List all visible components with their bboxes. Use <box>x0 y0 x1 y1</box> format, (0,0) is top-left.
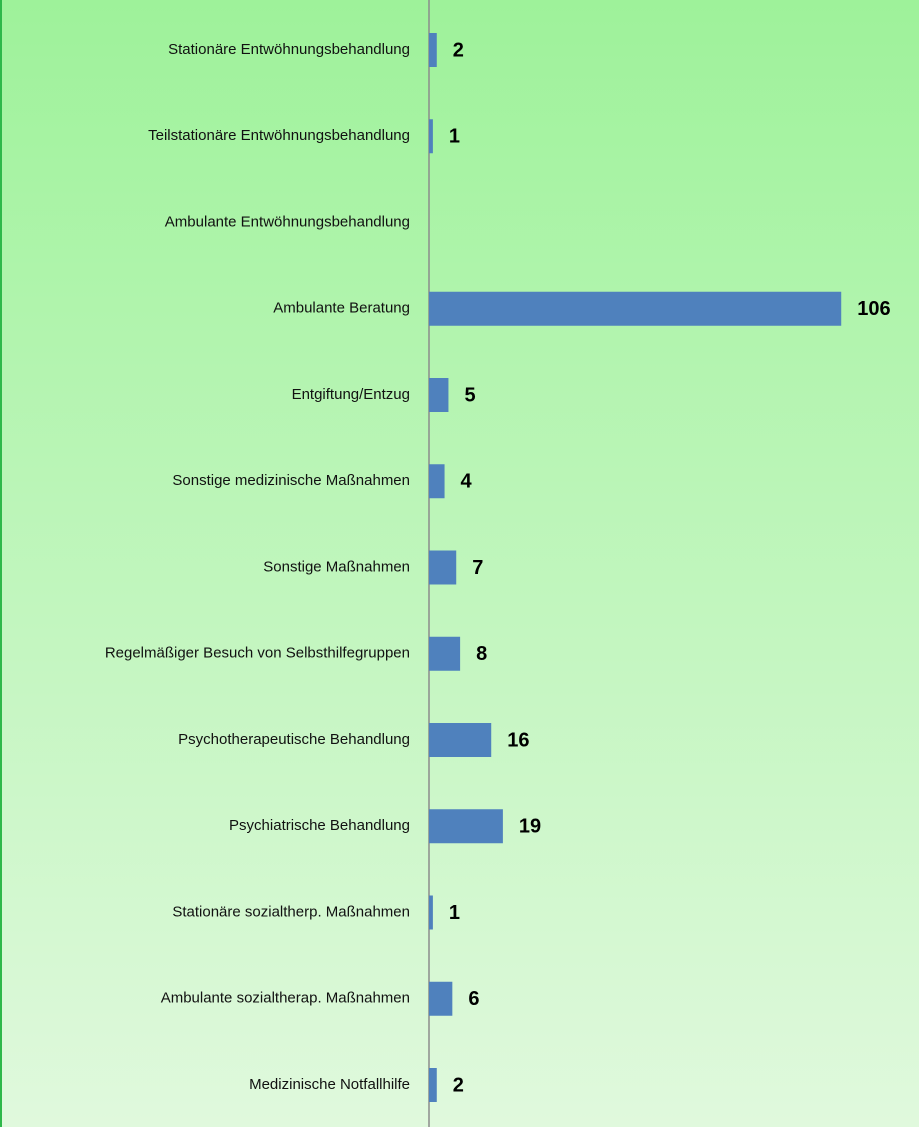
category-label: Ambulante Beratung <box>273 300 410 317</box>
category-label: Psychotherapeutische Behandlung <box>178 731 410 748</box>
category-label: Ambulante sozialtherap. Maßnahmen <box>161 990 410 1007</box>
bar <box>429 809 503 844</box>
value-label: 2 <box>453 39 464 61</box>
value-label: 2 <box>453 1074 464 1096</box>
category-label: Entgiftung/Entzug <box>292 386 410 403</box>
value-label: 7 <box>472 557 483 579</box>
bar <box>429 981 453 1016</box>
value-label: 1 <box>449 126 460 148</box>
bar <box>429 119 433 154</box>
bar <box>429 378 449 412</box>
category-label: Stationäre sozialtherp. Maßnahmen <box>172 903 410 920</box>
category-label: Teilstationäre Entwöhnungsbehandlung <box>148 127 410 144</box>
bar <box>429 895 433 930</box>
bar <box>429 550 457 585</box>
bar <box>429 1068 437 1102</box>
bar <box>429 636 461 671</box>
value-label: 106 <box>857 298 890 320</box>
value-label: 16 <box>507 729 529 751</box>
value-label: 8 <box>476 643 487 665</box>
bar <box>429 723 492 757</box>
category-label: Sonstige Maßnahmen <box>263 558 410 575</box>
value-label: 6 <box>468 988 479 1010</box>
value-label: 5 <box>464 384 475 406</box>
value-label: 19 <box>519 816 541 838</box>
value-label: 4 <box>461 471 473 493</box>
category-label: Sonstige medizinische Maßnahmen <box>172 472 410 489</box>
value-label: 1 <box>449 902 460 924</box>
category-label: Ambulante Entwöhnungsbehandlung <box>165 213 410 230</box>
category-label: Psychiatrische Behandlung <box>229 817 410 834</box>
bar <box>429 464 445 499</box>
category-label: Regelmäßiger Besuch von Selbsthilfegrupp… <box>105 645 410 662</box>
bar <box>429 33 437 67</box>
bar <box>429 291 842 326</box>
category-label: Medizinische Notfallhilfe <box>249 1076 410 1093</box>
category-label: Stationäre Entwöhnungsbehandlung <box>168 41 410 58</box>
